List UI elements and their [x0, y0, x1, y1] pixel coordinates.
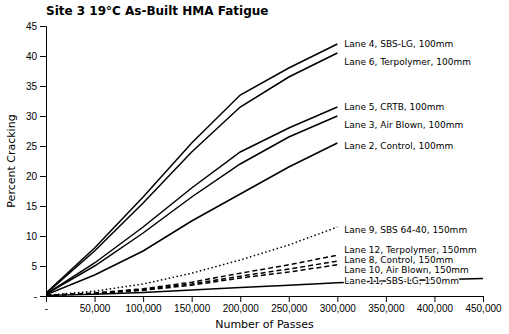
- tick: 350,000: [368, 296, 405, 314]
- tick: 20: [26, 171, 46, 182]
- annotation: Lane 10, Air Blown, 150mm: [344, 265, 469, 275]
- tick-label: -: [45, 303, 48, 314]
- tick-label: 20: [26, 171, 38, 182]
- tick: 35: [26, 81, 46, 92]
- tick-label: 400,000: [417, 303, 454, 314]
- tick: -: [45, 296, 48, 314]
- annotation: Lane 3, Air Blown, 100mm: [344, 120, 463, 130]
- annotation: Lane 9, SBS 64-40, 150mm: [344, 225, 467, 235]
- tick-label: 5: [31, 261, 37, 272]
- tick: 40: [26, 51, 46, 62]
- tick-mark: [40, 56, 46, 57]
- tick-mark: [337, 296, 338, 302]
- tick-label: 250,000: [271, 303, 308, 314]
- tick-mark: [40, 26, 46, 27]
- series-line: [46, 143, 337, 295]
- tick: 15: [26, 201, 46, 212]
- tick: 450,000: [465, 296, 502, 314]
- annotation: Lane 12, Terpolymer, 150mm: [344, 245, 477, 255]
- tick-label: 30: [26, 111, 38, 122]
- tick: 50,000: [80, 296, 111, 314]
- tick-label: 35: [26, 81, 38, 92]
- tick-mark: [40, 236, 46, 237]
- tick-mark: [40, 296, 46, 297]
- annotation: Lane 8, Control, 150mm: [344, 255, 453, 265]
- tick: 150,000: [174, 296, 211, 314]
- annotation: Lane 6, Terpolymer, 100mm: [344, 57, 471, 67]
- y-axis: - 5 10 15 20 25 30 35 40 45: [26, 21, 47, 302]
- tick-label: 10: [26, 231, 38, 242]
- axis-line: [47, 297, 484, 303]
- tick-mark: [240, 296, 241, 302]
- tick-mark: [192, 296, 193, 302]
- tick: 400,000: [417, 296, 454, 314]
- tick-mark: [434, 296, 435, 302]
- x-axis: - 50,000 100,000 150,000 200,000 250,000 300,0…: [45, 296, 502, 314]
- tick-mark: [40, 176, 46, 177]
- tick: 25: [26, 141, 46, 152]
- tick-label: 200,000: [223, 303, 260, 314]
- tick: 100,000: [126, 296, 163, 314]
- tick-mark: [289, 296, 290, 302]
- series-line: [46, 53, 337, 294]
- tick-label: 15: [26, 201, 38, 212]
- tick: 10: [26, 231, 46, 242]
- tick-label: 350,000: [368, 303, 405, 314]
- tick-mark: [40, 146, 46, 147]
- tick: 45: [26, 21, 46, 32]
- tick-label: 150,000: [174, 303, 211, 314]
- chart: - 50,000 100,000 150,000 200,000 250,000 300,0…: [0, 0, 509, 334]
- annotation: Lane 11, SBS-LG, 150mm: [344, 276, 459, 286]
- tick-label: 40: [26, 51, 38, 62]
- lines: [46, 44, 483, 295]
- tick-label: 450,000: [465, 303, 502, 314]
- tick-mark: [40, 266, 46, 267]
- series-line: [46, 44, 337, 293]
- tick-label: 25: [26, 141, 38, 152]
- tick: 30: [26, 111, 46, 122]
- series-line: [46, 265, 337, 296]
- tick-label: 100,000: [126, 303, 163, 314]
- annotations: Lane 4, SBS-LG, 100mm Lane 6, Terpolymer,…: [344, 39, 477, 286]
- tick: 5: [31, 261, 46, 272]
- annotation: Lane 4, SBS-LG, 100mm: [344, 39, 453, 49]
- axis-line: [40, 27, 47, 297]
- tick-mark: [40, 206, 46, 207]
- tick: 250,000: [271, 296, 308, 314]
- y-axis-title: Percent Cracking: [5, 114, 18, 207]
- series-line: [46, 107, 337, 294]
- tick-mark: [483, 296, 484, 302]
- tick: 200,000: [223, 296, 260, 314]
- tick: 300,000: [320, 296, 357, 314]
- annotation: Lane 2, Control, 100mm: [344, 141, 453, 151]
- plot-area: - 50,000 100,000 150,000 200,000 250,000 300,0…: [26, 21, 502, 314]
- annotation: Lane 5, CRTB, 100mm: [344, 102, 444, 112]
- title: Site 3 19°C As-Built HMA Fatigue: [46, 4, 268, 18]
- tick-mark: [40, 116, 46, 117]
- tick-mark: [40, 86, 46, 87]
- x-axis-title: Number of Passes: [215, 318, 314, 331]
- tick-mark: [95, 296, 96, 302]
- tick: -: [34, 291, 46, 302]
- tick-label: -: [34, 291, 37, 302]
- tick-label: 45: [26, 21, 38, 32]
- tick-mark: [386, 296, 387, 302]
- tick-mark: [143, 296, 144, 302]
- tick-label: 50,000: [80, 303, 111, 314]
- tick-label: 300,000: [320, 303, 357, 314]
